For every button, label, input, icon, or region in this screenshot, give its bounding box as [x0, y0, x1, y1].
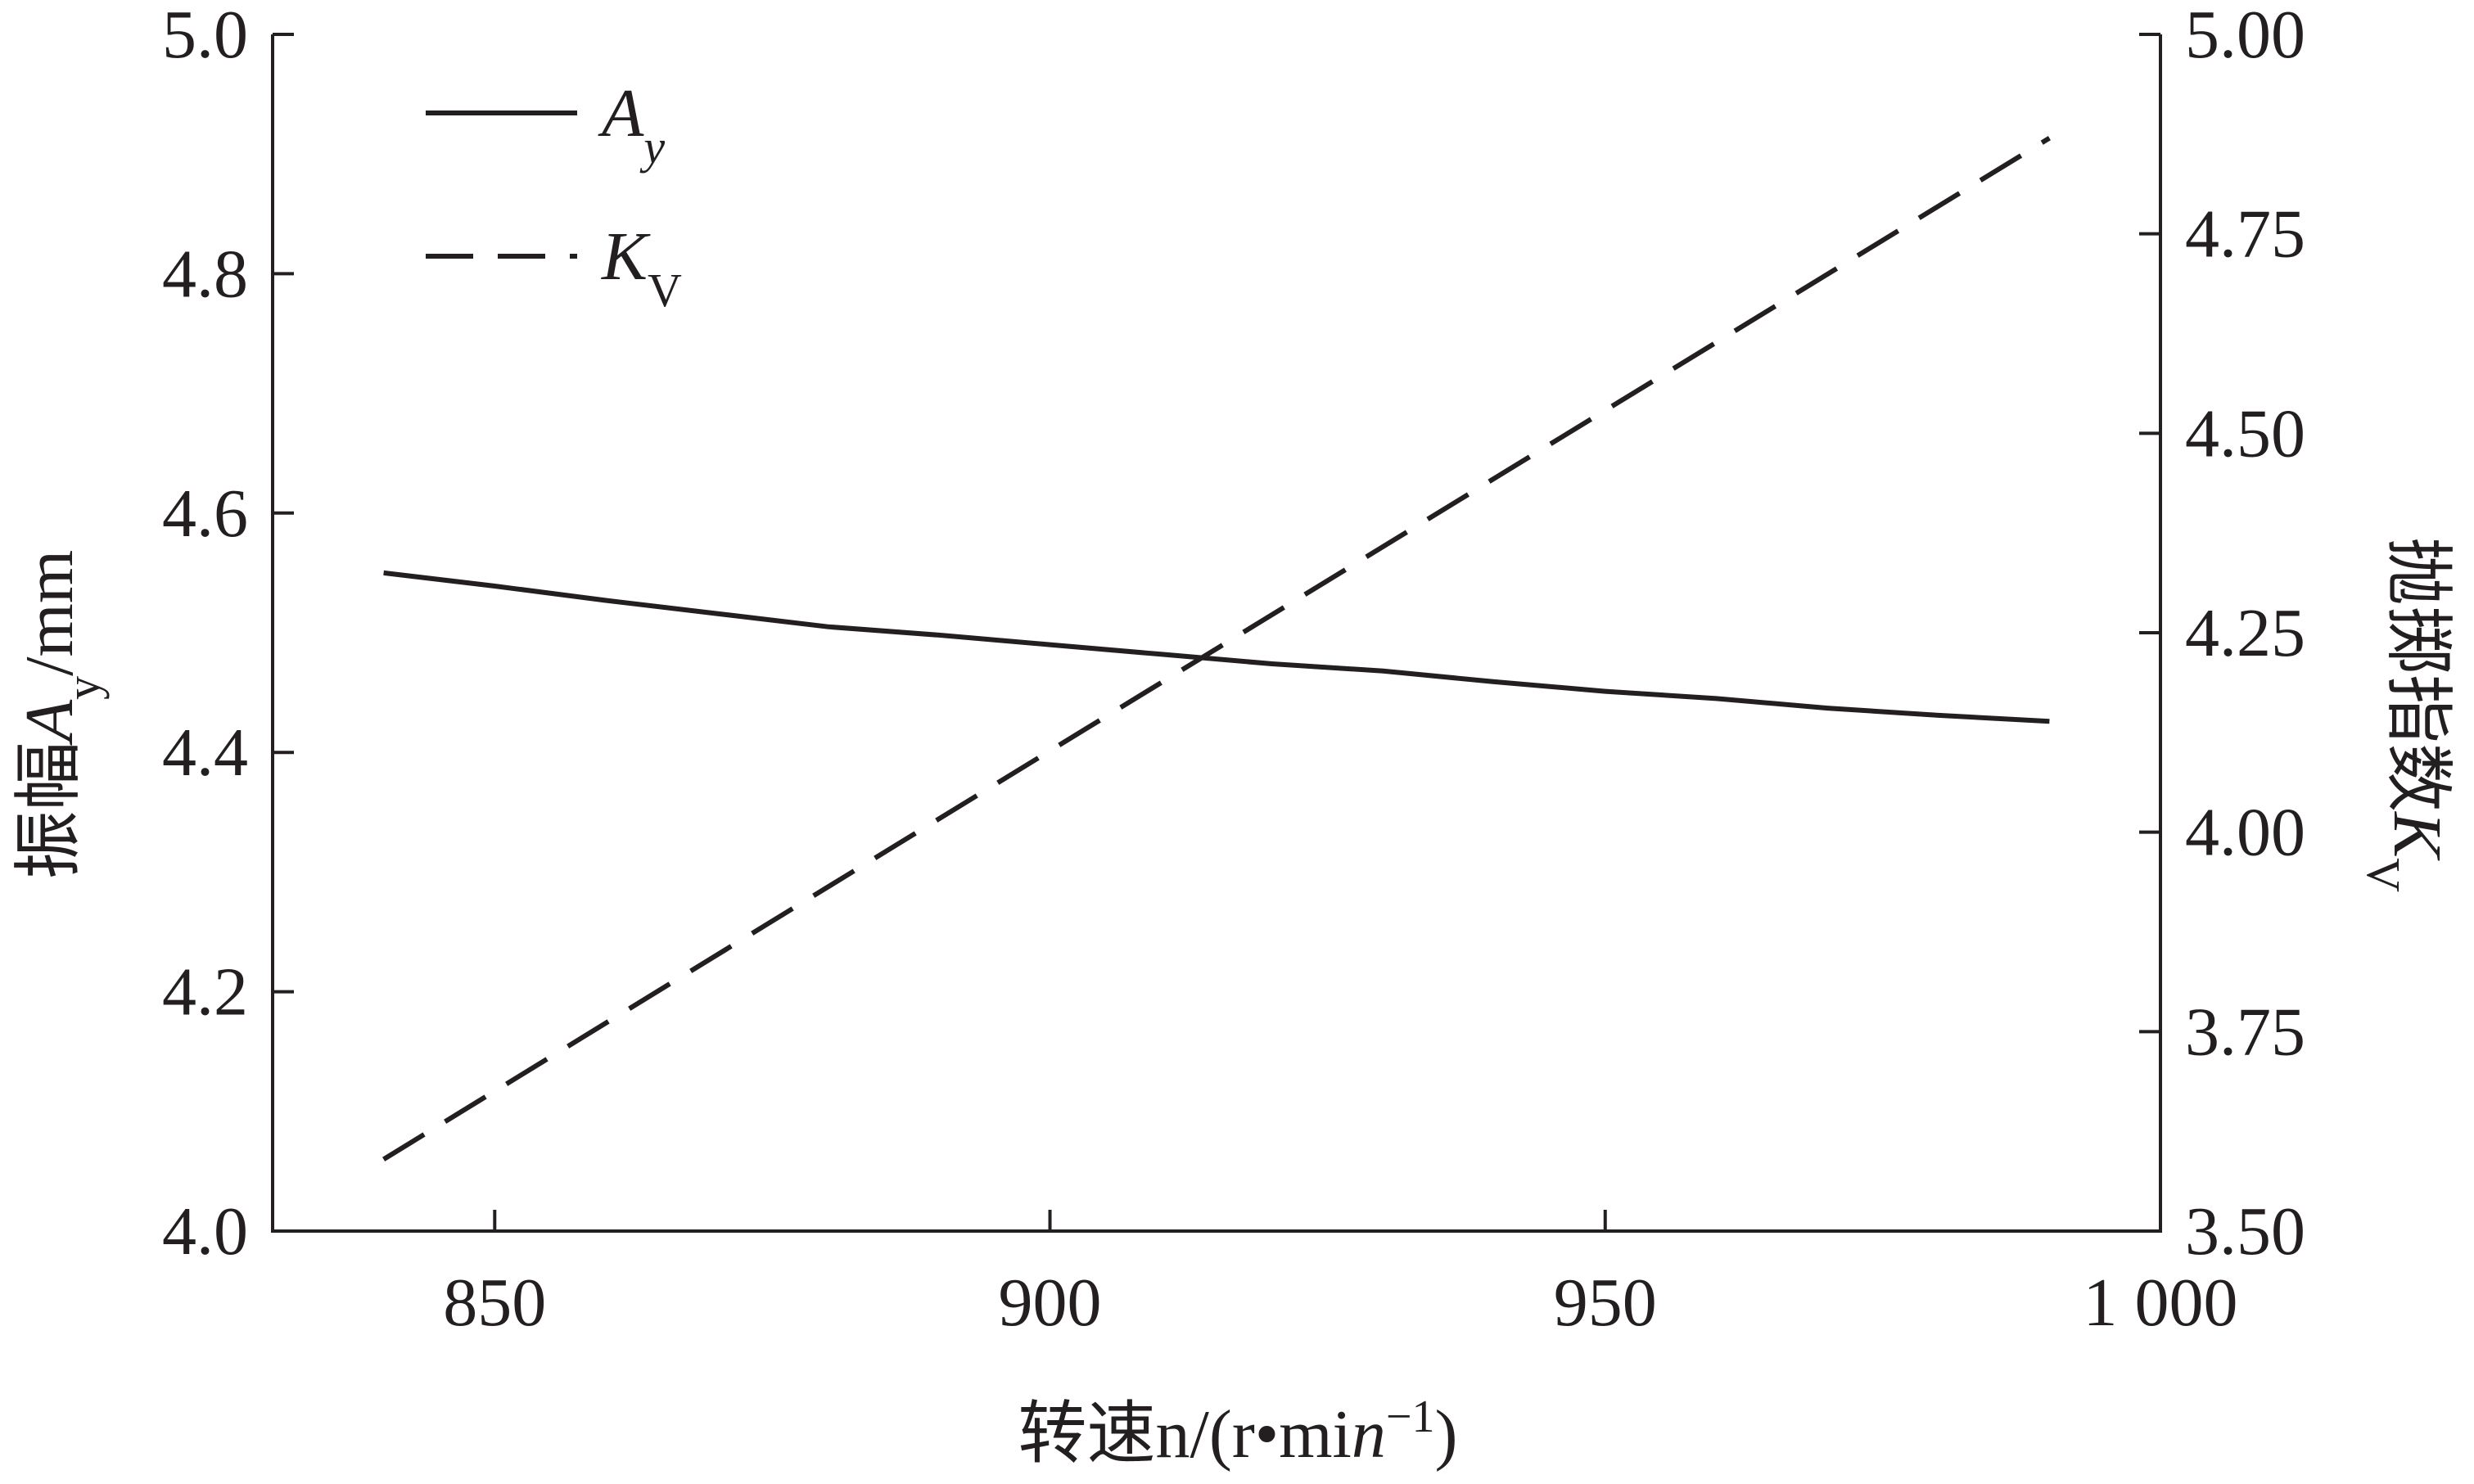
- left-y-tick-label: 4.2: [162, 954, 248, 1031]
- axes: [271, 34, 2162, 1233]
- axis-frame: [271, 34, 2162, 1233]
- series-line-ay: [383, 570, 2050, 724]
- left-y-axis-ticks: 4.0 4.2 4.4 4.6 4.8 5.0: [162, 0, 294, 1270]
- x-tick-label: 950: [1554, 1265, 1657, 1341]
- right-y-tick-label: 3.75: [2185, 994, 2305, 1070]
- left-y-tick-label: 5.0: [162, 0, 248, 73]
- right-y-tick-label: 5.00: [2185, 0, 2305, 73]
- x-axis-ticks: 850 900 950 1 000: [443, 1210, 2238, 1341]
- legend: Ay KV: [426, 75, 682, 317]
- right-y-tick-label: 4.75: [2185, 196, 2305, 273]
- x-tick-label: 900: [999, 1265, 1102, 1341]
- right-y-axis-title: 抛掷指数KV: [2358, 537, 2456, 892]
- right-y-tick-label: 4.25: [2185, 595, 2305, 671]
- legend-label-kv: KV: [601, 219, 682, 317]
- left-y-tick-label: 4.8: [162, 236, 248, 312]
- right-y-axis-ticks: 3.50 3.75 4.00 4.25 4.50 4.75 5.00: [2139, 0, 2305, 1270]
- left-y-tick-label: 4.0: [162, 1193, 248, 1270]
- left-y-tick-label: 4.6: [162, 476, 248, 552]
- right-y-tick-label: 3.50: [2185, 1193, 2305, 1270]
- x-tick-label: 1 000: [2083, 1265, 2238, 1341]
- left-y-tick-label: 4.4: [162, 715, 248, 791]
- series-lines: [382, 136, 2051, 1161]
- x-tick-label: 850: [443, 1265, 546, 1341]
- right-y-tick-label: 4.50: [2185, 395, 2305, 471]
- legend-label-ay: Ay: [598, 75, 665, 174]
- right-y-tick-label: 4.00: [2185, 795, 2305, 871]
- left-y-axis-title: 振幅Ay/mm: [11, 550, 110, 879]
- x-axis-title: 转速n/(r•min−1): [1018, 1392, 1458, 1473]
- series-line-kv: [382, 136, 2051, 1161]
